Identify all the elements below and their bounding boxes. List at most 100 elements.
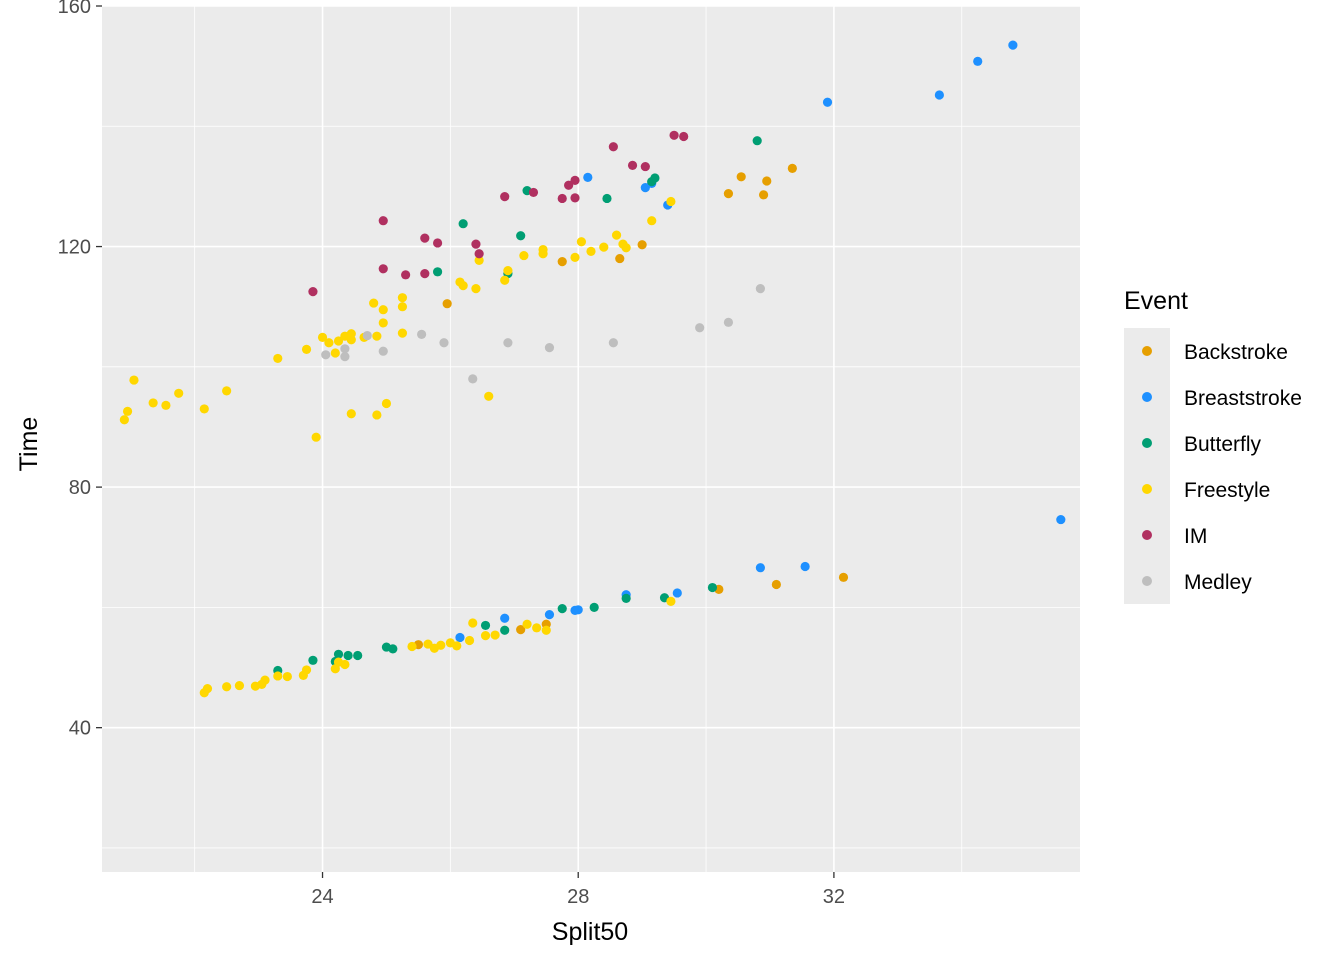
point-freestyle — [611, 230, 622, 240]
point-im — [308, 287, 318, 297]
point-butterfly — [621, 593, 631, 603]
point-medley — [608, 338, 618, 348]
point-medley — [321, 350, 331, 360]
point-freestyle — [464, 635, 475, 646]
point-im — [401, 270, 411, 280]
point-medley — [544, 342, 555, 353]
point-breaststroke — [573, 605, 583, 615]
point-backstroke — [762, 176, 772, 186]
y-axis-title: Time — [15, 417, 43, 472]
point-breaststroke — [1008, 40, 1018, 50]
x-tick-label-24: 24 — [311, 886, 333, 908]
point-butterfly — [353, 650, 363, 661]
legend-key-im — [1142, 530, 1152, 540]
point-breaststroke — [1056, 514, 1066, 525]
point-freestyle — [458, 281, 468, 291]
legend-key-backstroke — [1142, 346, 1152, 356]
point-freestyle — [317, 332, 328, 342]
point-freestyle — [174, 388, 184, 398]
y-axis-ticks — [96, 5, 102, 729]
point-im — [420, 233, 430, 243]
point-medley — [695, 323, 705, 333]
point-freestyle — [369, 298, 379, 308]
point-freestyle — [346, 409, 356, 419]
legend-label-im: IM — [1184, 525, 1207, 548]
point-butterfly — [343, 650, 353, 661]
point-breaststroke — [934, 90, 944, 100]
point-freestyle — [301, 344, 312, 354]
y-tick-label-120: 120 — [58, 237, 91, 259]
point-medley — [340, 344, 350, 354]
point-medley — [417, 329, 427, 339]
point-freestyle — [407, 641, 417, 652]
point-freestyle — [119, 415, 129, 425]
point-im — [471, 239, 481, 249]
point-im — [570, 193, 580, 203]
point-backstroke — [557, 256, 567, 267]
point-freestyle — [222, 682, 232, 692]
point-medley — [755, 284, 765, 294]
point-freestyle — [500, 275, 510, 285]
point-butterfly — [333, 649, 344, 659]
point-freestyle — [436, 640, 446, 650]
legend-label-backstroke: Backstroke — [1184, 341, 1288, 364]
plot-panel — [102, 6, 1080, 872]
point-medley — [362, 330, 372, 341]
point-breaststroke — [755, 563, 765, 573]
point-freestyle — [397, 293, 408, 303]
point-freestyle — [397, 302, 408, 312]
point-breaststroke — [544, 610, 555, 620]
point-butterfly — [707, 582, 718, 593]
point-freestyle — [378, 305, 388, 315]
point-backstroke — [637, 240, 647, 250]
point-backstroke — [723, 189, 734, 199]
point-freestyle — [202, 683, 213, 694]
point-butterfly — [388, 644, 398, 654]
point-im — [432, 238, 443, 248]
point-freestyle — [273, 353, 283, 364]
legend-label-freestyle: Freestyle — [1184, 479, 1270, 502]
point-freestyle — [471, 284, 481, 294]
point-butterfly — [308, 655, 318, 665]
point-im — [640, 161, 650, 172]
point-medley — [723, 317, 734, 327]
x-tick-label-28: 28 — [567, 886, 589, 908]
legend-label-medley: Medley — [1184, 571, 1252, 594]
point-medley — [378, 346, 388, 356]
point-im — [378, 264, 388, 274]
point-freestyle — [324, 338, 334, 348]
point-im — [627, 160, 638, 170]
point-freestyle — [282, 671, 292, 682]
point-butterfly — [500, 625, 510, 635]
point-backstroke — [838, 572, 849, 582]
point-im — [570, 175, 580, 186]
point-freestyle — [260, 675, 270, 685]
point-freestyle — [474, 255, 484, 265]
y-tick-label-80: 80 — [69, 477, 91, 499]
point-backstroke — [787, 163, 797, 173]
point-butterfly — [589, 602, 599, 612]
point-breaststroke — [455, 632, 465, 643]
point-breaststroke — [500, 613, 510, 623]
point-freestyle — [340, 659, 350, 670]
legend-label-butterfly: Butterfly — [1184, 433, 1262, 456]
point-im — [669, 130, 679, 140]
legend-key-freestyle — [1142, 484, 1152, 494]
point-medley — [340, 352, 350, 362]
point-butterfly — [516, 231, 526, 241]
point-freestyle — [129, 375, 139, 385]
point-freestyle — [538, 249, 548, 259]
point-freestyle — [161, 400, 171, 410]
point-freestyle — [346, 329, 356, 339]
point-butterfly — [458, 219, 468, 229]
point-butterfly — [650, 173, 660, 183]
x-tick-label-32: 32 — [823, 886, 845, 908]
point-im — [474, 249, 484, 259]
x-axis-ticks — [321, 872, 835, 878]
point-freestyle — [570, 252, 580, 262]
point-freestyle — [301, 665, 312, 675]
point-freestyle — [381, 398, 392, 409]
point-im — [608, 142, 618, 152]
point-freestyle — [378, 318, 388, 328]
point-freestyle — [311, 432, 321, 442]
